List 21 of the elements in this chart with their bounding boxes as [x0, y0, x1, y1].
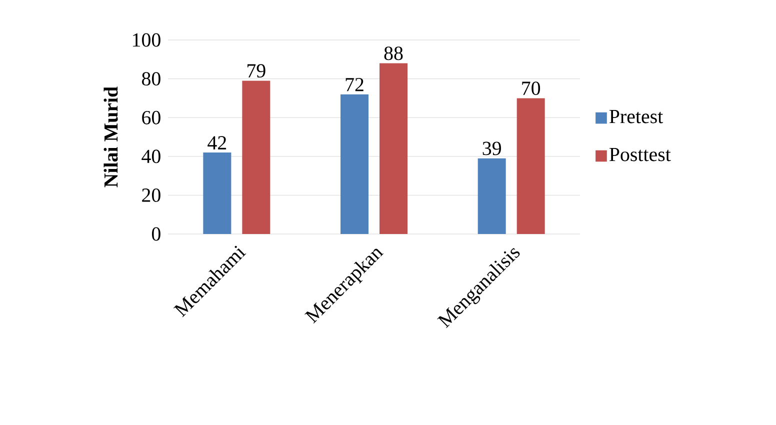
y-tick-label: 100	[133, 33, 160, 47]
bar	[340, 94, 369, 234]
y-tick-label: 60	[142, 110, 160, 124]
data-label: 88	[384, 46, 403, 60]
bar	[242, 80, 270, 234]
y-tick-label: 0	[152, 227, 160, 241]
data-label: 79	[248, 64, 266, 78]
data-label: 70	[522, 82, 540, 96]
bar	[203, 152, 232, 234]
y-tick-label: 20	[142, 188, 160, 202]
y-axis-title: Nilai Murid	[104, 86, 118, 188]
y-tick-label: 80	[142, 72, 160, 86]
y-tick-label: 40	[142, 150, 160, 164]
bar	[380, 63, 408, 234]
bar	[478, 158, 506, 234]
data-label: 72	[346, 78, 364, 92]
bar	[516, 98, 545, 234]
legend-label: Pretest	[609, 110, 664, 124]
data-label: 42	[208, 136, 226, 150]
data-label: 39	[482, 142, 501, 156]
legend-label: Posttest	[609, 148, 671, 162]
